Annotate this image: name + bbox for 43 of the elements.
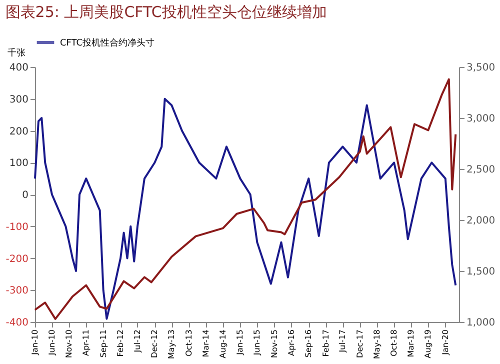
x-tick-label: May-18 [372,330,382,359]
x-tick-label: Jan-10 [30,330,40,356]
chart-title: 图表25: 上周美股CFTC投机性空头仓位继续增加 [5,3,327,21]
y2-tick-label: 3,000 [466,114,496,124]
y-tick-label: -400 [6,318,28,328]
y-tick-label: 400 [9,62,28,74]
x-tick-label: Aug-19 [424,330,433,358]
x-tick-label: Sep-11 [98,330,108,358]
y-tick-label: 100 [9,158,28,170]
x-tick-label: Nov-15 [270,330,279,358]
x-tick-label: Apr-16 [286,330,296,356]
x-tick-label: Jan-15 [236,330,245,356]
x-tick-label: Nov-10 [64,330,74,358]
x-tick-label: Mar-19 [406,330,416,358]
x-tick-label: Oct-13 [184,330,194,356]
x-tick-label: Dec-12 [150,330,160,358]
x-tick-label: Oct-18 [390,330,399,356]
y2-tick-label: 1,500 [466,266,496,278]
x-tick-label: Jul-12 [132,330,142,354]
x-tick-label: Mar-14 [201,330,210,358]
y-tick-label: -100 [6,222,28,233]
y-tick-label: -200 [6,254,28,265]
y-tick-label: 0 [22,190,28,201]
x-tick-label: Sep-16 [304,330,314,358]
x-tick-label: Jun-10 [47,330,56,356]
x-tick-label: Feb-17 [321,330,330,357]
x-tick-label: Feb-12 [116,330,126,357]
y2-tick-label: 3,500 [466,62,496,74]
y-axis-title: 千张 [8,48,26,58]
x-tick-label: Aug-14 [218,330,228,358]
x-tick-label: May-13 [167,330,176,359]
legend-label: CFTC投机性合约净头寸 [60,38,155,48]
x-tick-label: Jul-17 [338,330,348,354]
y-tick-label: 200 [9,126,28,138]
y2-tick-label: 2,000 [466,216,496,226]
y2-tick-label: 2,500 [466,164,496,176]
x-tick-label: Apr-11 [82,330,91,356]
x-tick-label: Jun-15 [252,330,262,356]
y-tick-label: -300 [6,286,28,297]
x-tick-label: Dec-17 [355,330,364,358]
y-tick-label: 300 [9,94,28,106]
x-tick-label: Jan-20 [440,330,450,356]
y2-tick-label: 1,000 [466,318,496,328]
